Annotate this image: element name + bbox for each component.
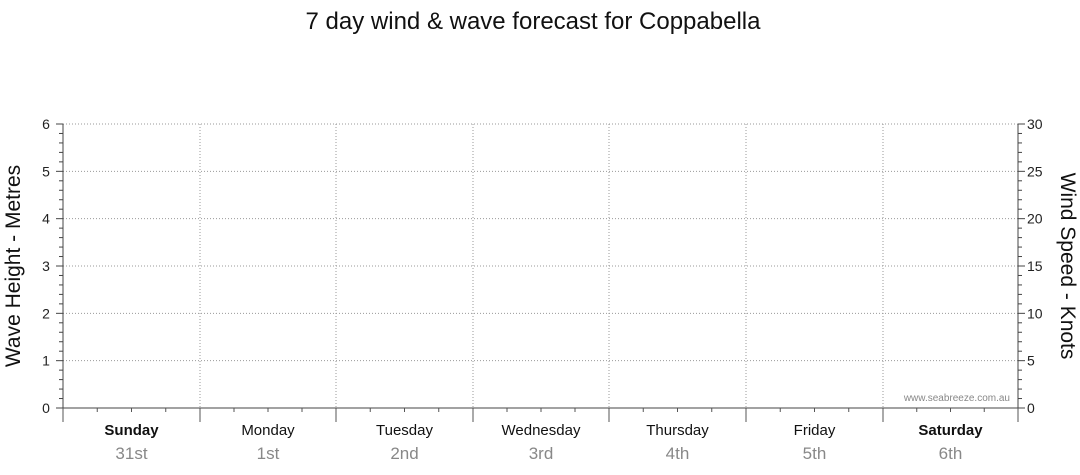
left-tick-label: 4 xyxy=(42,211,50,227)
day-date-label: 1st xyxy=(257,444,280,463)
day-name-label: Saturday xyxy=(918,422,983,439)
left-axis: 0 1 2 3 4 5 6 xyxy=(42,116,64,416)
chart-title: 7 day wind & wave forecast for Coppabell… xyxy=(306,8,762,35)
day-name-label: Tuesday xyxy=(376,422,433,439)
day-name-label: Wednesday xyxy=(502,422,581,439)
right-tick-label: 30 xyxy=(1027,116,1043,132)
left-tick-label: 2 xyxy=(42,305,50,321)
grid-lines xyxy=(63,123,1018,408)
left-tick-label: 6 xyxy=(42,116,50,132)
right-tick-label: 15 xyxy=(1027,258,1043,274)
day-date-label: 4th xyxy=(666,444,690,463)
right-tick-label: 20 xyxy=(1027,211,1043,227)
x-axis: Sunday 31st Monday 1st Tuesday 2nd Wednesday 3r… xyxy=(62,407,1019,463)
day-name-label: Monday xyxy=(241,422,295,439)
day-date-label: 6th xyxy=(939,444,963,463)
day-date-label: 3rd xyxy=(529,444,554,463)
right-tick-label: 0 xyxy=(1027,400,1035,416)
right-axis: 0 5 10 15 20 25 30 xyxy=(1017,116,1043,416)
left-tick-label: 1 xyxy=(42,353,50,369)
right-axis-label: Wind Speed - Knots xyxy=(1056,173,1079,360)
left-axis-label: Wave Height - Metres xyxy=(2,165,25,367)
watermark: www.seabreeze.com.au xyxy=(903,393,1010,404)
left-tick-label: 0 xyxy=(42,400,50,416)
day-date-label: 2nd xyxy=(390,444,418,463)
day-date-label: 31st xyxy=(115,444,147,463)
day-date-label: 5th xyxy=(803,444,827,463)
left-tick-label: 3 xyxy=(42,258,50,274)
day-name-label: Sunday xyxy=(104,422,159,439)
right-tick-label: 10 xyxy=(1027,305,1043,321)
day-name-label: Friday xyxy=(794,422,836,439)
day-name-label: Thursday xyxy=(646,422,709,439)
right-tick-label: 5 xyxy=(1027,353,1035,369)
left-tick-label: 5 xyxy=(42,163,50,179)
right-tick-label: 25 xyxy=(1027,163,1043,179)
